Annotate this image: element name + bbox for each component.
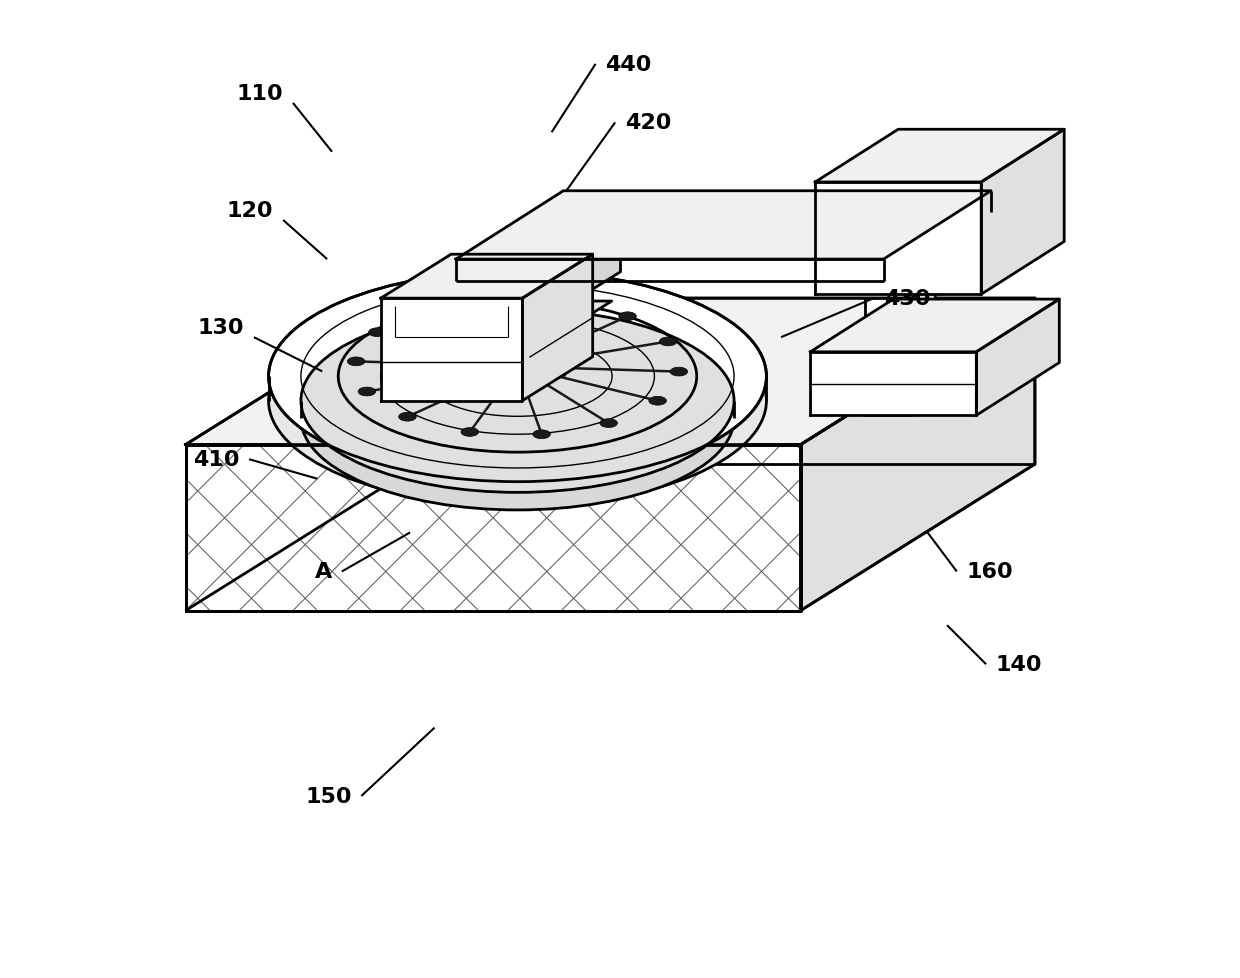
Text: 150: 150 [305,786,351,806]
Polygon shape [976,300,1059,416]
Polygon shape [815,130,1064,183]
Text: 160: 160 [966,562,1013,582]
Ellipse shape [461,428,479,437]
Polygon shape [186,299,1035,445]
Ellipse shape [489,354,547,380]
Ellipse shape [301,328,734,511]
Polygon shape [815,183,981,295]
Text: 140: 140 [996,654,1043,675]
Polygon shape [574,219,620,302]
Text: 110: 110 [237,84,283,104]
Polygon shape [811,300,1059,352]
Ellipse shape [557,297,574,306]
Text: A: A [315,562,332,582]
Polygon shape [491,219,620,248]
Ellipse shape [368,329,386,337]
Ellipse shape [485,295,502,304]
Ellipse shape [670,368,688,377]
Polygon shape [866,299,911,416]
Ellipse shape [619,313,636,322]
Text: 410: 410 [192,450,239,469]
Text: 440: 440 [605,55,652,74]
Text: 430: 430 [884,289,930,309]
Polygon shape [491,248,574,302]
Text: 120: 120 [227,201,274,221]
Ellipse shape [358,387,376,396]
Polygon shape [476,302,611,317]
Polygon shape [911,285,935,416]
Polygon shape [381,255,593,299]
Ellipse shape [269,296,766,507]
Ellipse shape [347,358,365,367]
Polygon shape [476,317,588,328]
Ellipse shape [649,397,666,406]
Ellipse shape [533,430,551,439]
Polygon shape [981,130,1064,295]
Polygon shape [381,299,522,401]
Ellipse shape [269,272,766,482]
Polygon shape [522,255,593,401]
Ellipse shape [600,420,618,428]
Polygon shape [456,192,991,260]
Polygon shape [801,299,1035,611]
Polygon shape [186,445,801,611]
Ellipse shape [418,306,435,315]
Text: 130: 130 [197,318,244,338]
Text: 420: 420 [625,113,671,133]
Ellipse shape [398,413,417,422]
Polygon shape [811,352,976,416]
Polygon shape [866,401,935,416]
Ellipse shape [660,337,677,346]
Ellipse shape [301,310,734,493]
